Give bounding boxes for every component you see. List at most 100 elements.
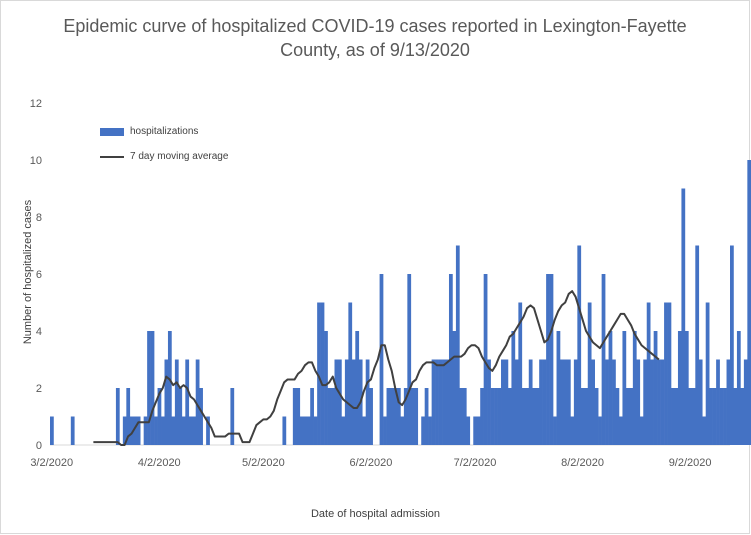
bar: [386, 388, 391, 445]
bar: [147, 331, 151, 445]
bar: [70, 416, 75, 445]
bar: [303, 416, 308, 445]
bar: [705, 302, 710, 445]
y-tick-label: 10: [30, 155, 42, 167]
bar: [594, 388, 599, 445]
bar: [337, 359, 342, 445]
bar: [327, 388, 332, 445]
bar: [282, 416, 287, 445]
bar: [476, 416, 481, 445]
x-tick-label: 8/2/2020: [561, 457, 604, 469]
bar: [50, 416, 54, 445]
bar: [379, 274, 384, 445]
bar: [299, 416, 304, 445]
bar: [542, 359, 547, 445]
bar: [431, 359, 436, 445]
bar: [480, 388, 484, 445]
bar: [507, 388, 512, 445]
bar: [154, 416, 158, 445]
chart-title: Epidemic curve of hospitalized COVID-19 …: [40, 14, 710, 62]
bar: [320, 302, 325, 445]
bar: [723, 388, 727, 445]
bar: [636, 359, 641, 445]
bar: [639, 416, 644, 445]
bar: [660, 359, 665, 445]
bar: [521, 388, 526, 445]
bar: [157, 388, 162, 445]
bar: [497, 388, 502, 445]
bar: [313, 416, 318, 445]
bar: [317, 302, 321, 445]
bar: [733, 388, 738, 445]
y-tick-label: 2: [36, 383, 42, 395]
bar: [195, 359, 200, 445]
bar: [161, 416, 165, 445]
y-tick-label: 0: [36, 440, 42, 452]
bar: [442, 359, 446, 445]
bar: [424, 388, 429, 445]
y-tick-label: 6: [36, 269, 42, 281]
x-tick-labels: 3/2/2020 4/2/2020 5/2/2020 6/2/2020 7/2/2020…: [30, 457, 711, 469]
bar: [445, 359, 450, 445]
bar: [587, 302, 592, 445]
bar: [632, 331, 637, 445]
bar: [677, 331, 682, 445]
bar: [726, 359, 731, 445]
bar: [206, 416, 210, 445]
bar: [355, 331, 360, 445]
bar: [452, 331, 457, 445]
bar: [501, 359, 505, 445]
bar: [167, 331, 172, 445]
bar: [671, 388, 675, 445]
bar: [684, 331, 689, 445]
bar: [553, 416, 557, 445]
bar: [292, 388, 297, 445]
bar: [511, 331, 516, 445]
bar: [591, 359, 595, 445]
bar: [403, 388, 408, 445]
bar: [736, 331, 741, 445]
bar: [390, 388, 394, 445]
bar: [178, 388, 183, 445]
x-tick-label: 9/2/2020: [669, 457, 712, 469]
bar: [188, 416, 193, 445]
bar: [407, 274, 412, 445]
bar: [702, 416, 707, 445]
bar: [362, 416, 367, 445]
bar: [743, 359, 748, 445]
y-tick-label: 12: [30, 98, 42, 110]
bar: [657, 359, 661, 445]
bar: [150, 331, 155, 445]
bar: [459, 388, 464, 445]
bar: [601, 274, 606, 445]
bar: [719, 388, 724, 445]
bar: [625, 388, 630, 445]
bar: [535, 388, 540, 445]
bar: [490, 388, 495, 445]
bar: [612, 359, 616, 445]
bar: [428, 416, 432, 445]
bar: [133, 416, 138, 445]
bar: [566, 359, 571, 445]
bar: [688, 388, 693, 445]
moving-average-series: [93, 290, 660, 446]
moving-average-line: [93, 290, 660, 446]
y-tick-label: 8: [36, 212, 42, 224]
bar: [129, 416, 134, 445]
bar: [126, 388, 131, 445]
bar: [143, 416, 148, 445]
bar: [622, 331, 627, 445]
bar: [646, 302, 651, 445]
bar: [525, 388, 530, 445]
bar: [504, 359, 509, 445]
bar: [410, 388, 415, 445]
x-axis-label: Date of hospital admission: [310, 508, 440, 520]
bar: [369, 388, 373, 445]
bar: [494, 388, 498, 445]
bar: [518, 302, 523, 445]
bar: [400, 416, 405, 445]
bar: [483, 274, 488, 445]
bar: [580, 388, 585, 445]
bar: [664, 302, 668, 445]
bar: [414, 388, 419, 445]
